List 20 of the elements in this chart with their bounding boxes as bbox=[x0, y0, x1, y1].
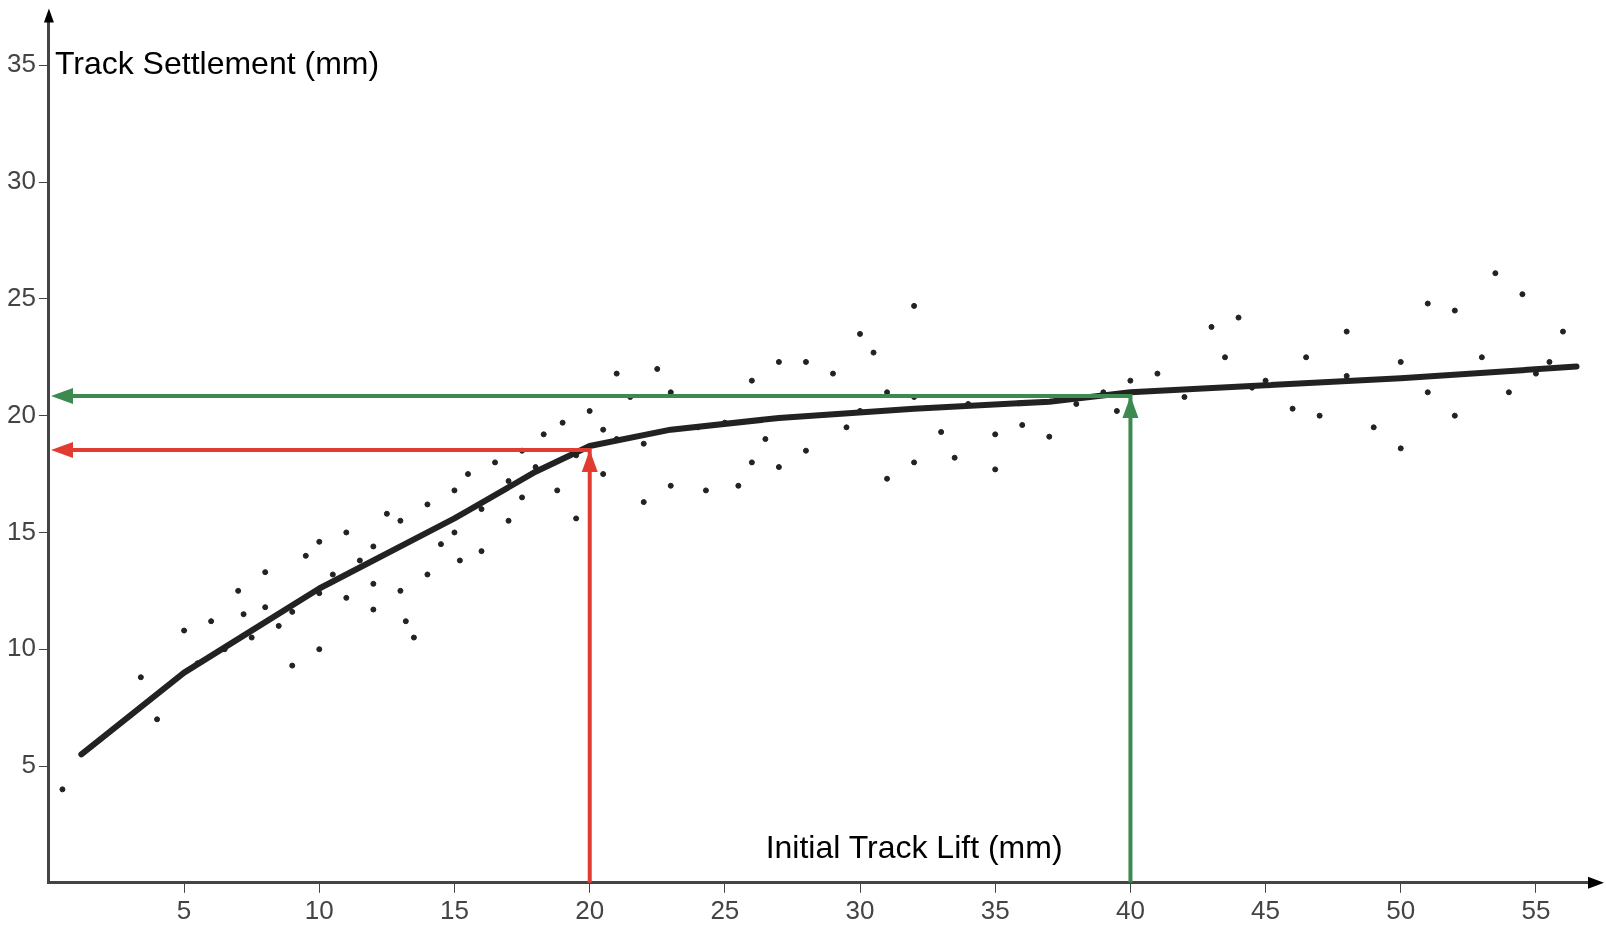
x-tick-label: 10 bbox=[304, 894, 334, 925]
x-tick-label: 55 bbox=[1521, 894, 1551, 925]
x-tick-label: 5 bbox=[176, 894, 192, 925]
x-axis-title: Initial Track Lift (mm) bbox=[765, 828, 1063, 865]
x-tick-label: 35 bbox=[980, 894, 1010, 925]
x-tick-label: 40 bbox=[1115, 894, 1145, 925]
x-tick-label: 20 bbox=[575, 894, 605, 925]
x-tick-label: 25 bbox=[710, 894, 740, 925]
y-tick-label: 25 bbox=[7, 282, 36, 313]
y-tick-label: 30 bbox=[7, 165, 36, 196]
y-tick-label: 15 bbox=[7, 515, 36, 546]
x-tick-label: 50 bbox=[1386, 894, 1416, 925]
y-tick-label: 20 bbox=[7, 398, 36, 429]
y-axis-title: Track Settlement (mm) bbox=[54, 45, 380, 82]
x-tick-label: 45 bbox=[1251, 894, 1281, 925]
x-tick-label: 30 bbox=[845, 894, 875, 925]
y-tick-label: 35 bbox=[7, 48, 36, 79]
x-tick-label: 15 bbox=[440, 894, 469, 925]
y-tick-label: 5 bbox=[21, 749, 36, 780]
y-tick-label: 10 bbox=[7, 632, 36, 663]
